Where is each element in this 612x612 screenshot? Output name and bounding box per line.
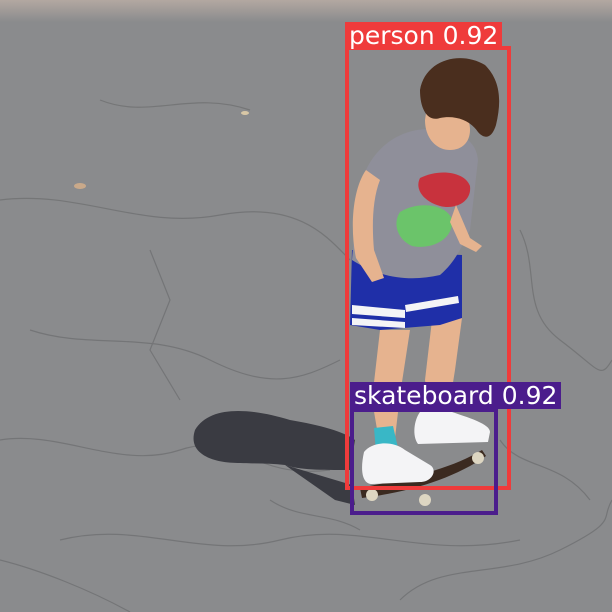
background-edge [0,0,612,22]
person-confidence-score: 0.92 [442,21,499,50]
pebble [74,183,86,189]
skateboard-bounding-box [350,408,498,515]
skateboard-confidence-score: 0.92 [501,381,558,410]
child-shadow [193,410,355,470]
skateboard-detection-label: skateboard 0.92 [350,381,562,410]
pebble [241,111,249,115]
board-shadow [285,465,355,505]
skateboard-class-name: skateboard [354,381,494,410]
person-detection-label: person 0.92 [345,21,503,50]
person-class-name: person [349,21,435,50]
